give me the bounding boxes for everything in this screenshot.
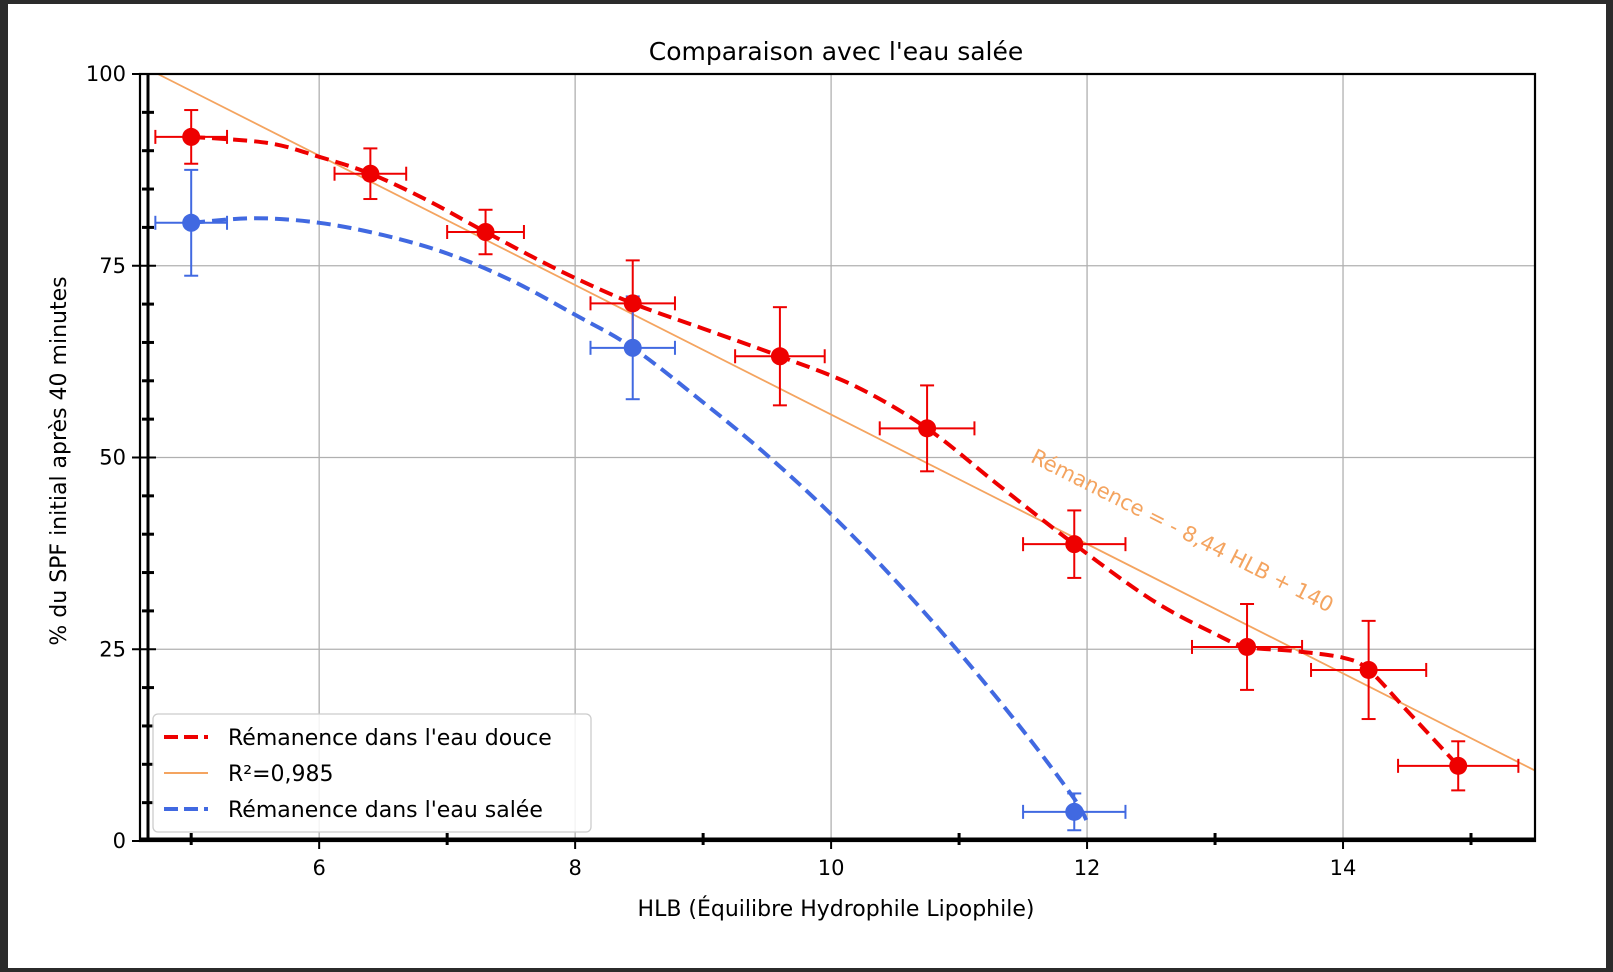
point-layer xyxy=(182,127,1468,821)
data-point-eau-douce xyxy=(361,164,380,183)
data-point-eau-douce xyxy=(770,347,789,366)
x-tick-label: 12 xyxy=(1074,856,1101,880)
data-point-eau-douce xyxy=(918,419,937,438)
x-axis-label: HLB (Équilibre Hydrophile Lipophile) xyxy=(638,896,1035,922)
y-tick-label: 100 xyxy=(86,62,126,86)
data-point-eau-douce xyxy=(1359,660,1378,679)
data-point-eau-douce xyxy=(476,223,495,242)
data-point-eau-douce xyxy=(623,294,642,313)
fit-line-layer xyxy=(157,73,1536,772)
x-tick-label: 14 xyxy=(1330,856,1357,880)
x-tick-label: 8 xyxy=(568,856,581,880)
y-tick-label: 25 xyxy=(99,637,126,661)
x-tick-label: 6 xyxy=(312,856,325,880)
ticks: 6 8 10 12 14 0 25 50 75 100 xyxy=(86,62,1473,880)
y-axis-label: % du SPF initial après 40 minutes xyxy=(47,276,72,645)
data-point-eau-salee xyxy=(1065,802,1084,821)
y-tick-label: 75 xyxy=(99,254,126,278)
data-point-eau-douce xyxy=(182,127,201,146)
curve-eau-salee xyxy=(191,216,1089,823)
legend: Rémanence dans l'eau douce R²=0,985 Réma… xyxy=(152,713,592,833)
legend-label-fit: R²=0,985 xyxy=(228,762,334,787)
chart-canvas: 6 8 10 12 14 0 25 50 75 100 Comparaison avec l'ea… xyxy=(8,4,1606,968)
data-point-eau-douce xyxy=(1238,637,1257,656)
fit-line xyxy=(157,73,1536,772)
data-point-eau-douce xyxy=(1065,535,1084,554)
legend-frame xyxy=(152,713,592,833)
data-point-eau-douce xyxy=(1449,756,1468,775)
legend-label-eau-salee: Rémanence dans l'eau salée xyxy=(228,798,543,823)
y-tick-label: 50 xyxy=(99,446,126,470)
chart-svg: 6 8 10 12 14 0 25 50 75 100 Comparaison avec l'ea… xyxy=(47,37,1537,922)
x-tick-label: 10 xyxy=(818,856,845,880)
chart-title: Comparaison avec l'eau salée xyxy=(649,37,1024,66)
data-point-eau-salee xyxy=(182,213,201,232)
legend-label-eau-douce: Rémanence dans l'eau douce xyxy=(228,726,552,751)
curve-eau-douce xyxy=(191,134,1460,768)
y-tick-label: 0 xyxy=(113,829,126,853)
data-point-eau-salee xyxy=(623,338,642,357)
